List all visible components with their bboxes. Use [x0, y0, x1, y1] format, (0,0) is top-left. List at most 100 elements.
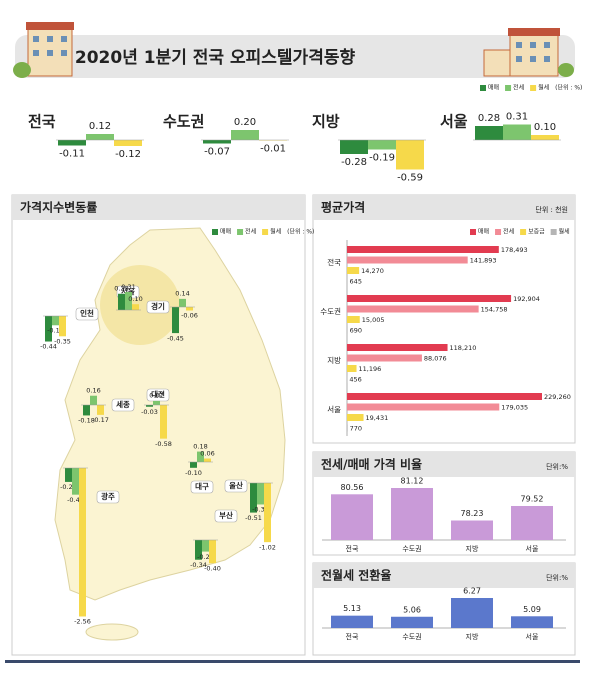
- bar: [391, 488, 433, 540]
- legend-swatch: [470, 229, 476, 235]
- value-label: 645: [350, 278, 362, 286]
- value-label: -0.19: [369, 153, 395, 164]
- value-label: -0.18: [78, 417, 95, 425]
- bar: [257, 483, 264, 505]
- unit-label: (단위 : %): [287, 228, 314, 236]
- value-label: 0.16: [86, 387, 100, 395]
- bar: [153, 400, 160, 405]
- bar: [347, 277, 348, 285]
- value-label: 80.56: [341, 483, 364, 492]
- value-label: -0.03: [141, 408, 158, 416]
- region-label: 울산: [229, 480, 243, 490]
- value-label: 15,005: [362, 316, 385, 324]
- building-right: [483, 28, 574, 77]
- bar: [331, 494, 373, 540]
- value-label: 0.06: [200, 449, 214, 457]
- panel-title: 평균가격: [321, 200, 365, 215]
- value-label: 770: [350, 425, 362, 433]
- panel-header: [12, 195, 305, 220]
- region-box: [75, 307, 99, 321]
- value-label: 0.07: [149, 392, 163, 400]
- value-label: -0.34: [190, 561, 207, 569]
- value-label: -0.44: [40, 343, 57, 351]
- legend-label: 전세: [245, 228, 256, 236]
- region-label: 인천: [80, 308, 94, 318]
- bar: [347, 256, 468, 264]
- bar: [347, 316, 360, 323]
- bar: [118, 293, 125, 310]
- unit-label: 단위:%: [546, 462, 568, 471]
- bar: [511, 505, 553, 540]
- value-label: 5.13: [343, 604, 361, 613]
- value-label: -0.37: [252, 506, 269, 514]
- legend-label: 보증금: [528, 229, 545, 236]
- bar: [45, 316, 52, 342]
- legend-label: 전세: [503, 228, 514, 236]
- value-label: 229,260: [544, 393, 571, 401]
- region-name: 지방: [312, 113, 340, 131]
- category-label: 수도권: [402, 633, 421, 641]
- bar: [347, 267, 360, 274]
- bar: [396, 140, 424, 170]
- bar: [204, 458, 211, 462]
- bar: [347, 393, 542, 400]
- legend-label: 전세: [513, 84, 524, 92]
- bar: [186, 307, 193, 311]
- bar: [475, 126, 503, 140]
- value-label: 0.14: [175, 290, 189, 298]
- building-left: [13, 22, 74, 78]
- bar: [347, 344, 448, 351]
- bar: [52, 316, 59, 326]
- panel-title: 전월세 전환율: [321, 568, 391, 583]
- bar: [340, 140, 368, 154]
- value-label: -0.35: [54, 338, 71, 346]
- region-label: 대전: [151, 389, 165, 399]
- value-label: -0.11: [59, 149, 85, 160]
- value-label: 0.31: [506, 112, 528, 123]
- category-label: 지방: [466, 544, 479, 553]
- category-label: 수도권: [320, 307, 341, 316]
- bar: [203, 140, 231, 144]
- unit-label: 단위:%: [546, 573, 568, 582]
- value-label: 690: [350, 327, 362, 335]
- category-label: 서울: [327, 405, 341, 414]
- category-label: 전국: [327, 257, 341, 267]
- category-label: 전국: [346, 544, 359, 553]
- value-label: 141,893: [470, 257, 497, 265]
- bar: [132, 304, 139, 310]
- region-label: 광주: [101, 491, 115, 501]
- value-label: -0.46: [67, 496, 84, 504]
- value-label: 0.28: [114, 285, 128, 293]
- region-box: [214, 509, 238, 523]
- region-box: [111, 398, 135, 412]
- bar: [160, 405, 167, 439]
- bar: [65, 468, 72, 482]
- legend-swatch: [262, 229, 269, 235]
- value-label: -0.20: [197, 553, 214, 561]
- region-label: 대구: [195, 481, 209, 491]
- bar: [347, 354, 422, 362]
- panel-header: [313, 452, 575, 477]
- value-label: 0.20: [234, 117, 256, 128]
- region-name: 수도권: [163, 113, 204, 131]
- bar: [72, 468, 79, 495]
- bar: [391, 616, 433, 628]
- legend-label: 월세: [538, 84, 549, 92]
- jeju: [85, 623, 139, 641]
- value-label: -0.45: [167, 334, 184, 342]
- value-label: 0.10: [534, 122, 556, 133]
- bar: [451, 598, 493, 628]
- value-label: 11,196: [359, 365, 382, 373]
- value-label: -0.40: [204, 564, 221, 572]
- bar: [146, 405, 153, 407]
- bar: [347, 403, 500, 411]
- bar: [86, 134, 114, 140]
- bar: [114, 140, 142, 146]
- value-label: 88,076: [424, 355, 447, 363]
- legend-swatch: [550, 229, 557, 235]
- value-label: 6.27: [463, 587, 481, 596]
- value-label: 79.52: [521, 494, 544, 503]
- bar: [347, 326, 348, 334]
- value-label: 118,210: [450, 344, 477, 352]
- bar: [451, 520, 493, 540]
